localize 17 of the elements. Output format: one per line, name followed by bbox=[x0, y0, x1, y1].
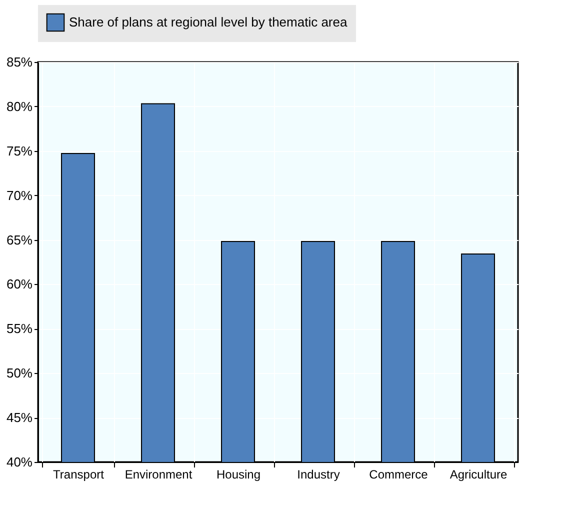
y-tick-label: 40% bbox=[6, 454, 33, 470]
x-tick-label: Housing bbox=[216, 468, 261, 482]
y-tick-label: 75% bbox=[6, 143, 33, 158]
y-tick-label: 50% bbox=[6, 366, 33, 381]
x-tick-label: Environment bbox=[124, 468, 193, 482]
y-tick-label: 65% bbox=[6, 232, 33, 248]
legend-label: Share of plans at regional level by thematic area bbox=[69, 14, 348, 30]
x-tick-label: Commerce bbox=[369, 468, 428, 482]
y-tick-label: 80% bbox=[6, 98, 33, 114]
y-tick-label: 45% bbox=[6, 410, 33, 426]
x-tick-label: Industry bbox=[297, 468, 340, 482]
y-tick-label: 70% bbox=[6, 188, 33, 203]
y-tick-label: 55% bbox=[6, 321, 33, 336]
y-tick-label: 60% bbox=[6, 276, 33, 292]
x-tick-label: Transport bbox=[53, 468, 105, 482]
x-tick-label: Agriculture bbox=[450, 468, 508, 482]
y-tick-label: 85% bbox=[6, 54, 33, 70]
